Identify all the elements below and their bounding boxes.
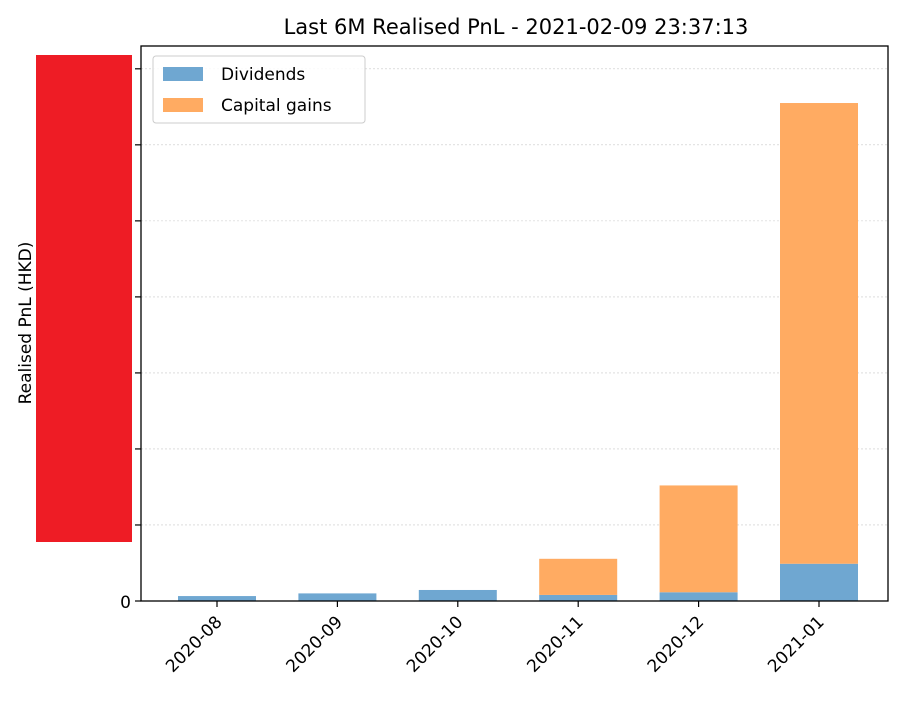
- bar-dividends-2020-08: [178, 596, 256, 601]
- x-axis: 2020-08 2020-09 2020-10 2020-11 2020-12 2021-…: [162, 601, 829, 677]
- x-tick-label: 2021-01: [764, 612, 828, 676]
- bar-dividends-2021-01: [780, 563, 858, 601]
- bar-capital-gains-2020-12: [659, 485, 738, 593]
- legend-label: Dividends: [221, 65, 305, 85]
- bars: [178, 103, 858, 601]
- bar-dividends-2020-10: [418, 589, 497, 601]
- grid-lines: [141, 68, 888, 526]
- legend-box: [152, 55, 366, 124]
- x-tick-label: 2020-10: [403, 612, 467, 676]
- x-tick-label: 2020-08: [162, 612, 226, 676]
- bar-capital-gains-2021-01: [780, 103, 858, 564]
- x-tick-label: 2020-12: [644, 612, 708, 676]
- y-axis: 0: [120, 68, 141, 613]
- x-tick-label: 2020-11: [523, 612, 587, 676]
- legend-swatch: [163, 98, 203, 112]
- legend-label: Capital gains: [221, 96, 332, 116]
- x-tick-label: 2020-09: [283, 612, 347, 676]
- legend-swatch: [163, 67, 203, 81]
- redaction-block: [36, 55, 132, 542]
- legend: Dividends Capital gains: [152, 55, 366, 124]
- bar-dividends-2020-12: [659, 592, 738, 601]
- bar-dividends-2020-09: [298, 593, 377, 601]
- y-tick-label: 0: [120, 593, 131, 613]
- bar-dividends-2020-11: [539, 594, 618, 601]
- y-axis-label: Realised PnL (HKD): [16, 242, 36, 405]
- bar-capital-gains-2020-11: [539, 558, 618, 595]
- chart-title: Last 6M Realised PnL - 2021-02-09 23:37:…: [284, 15, 749, 39]
- plot-frame: [140, 45, 889, 602]
